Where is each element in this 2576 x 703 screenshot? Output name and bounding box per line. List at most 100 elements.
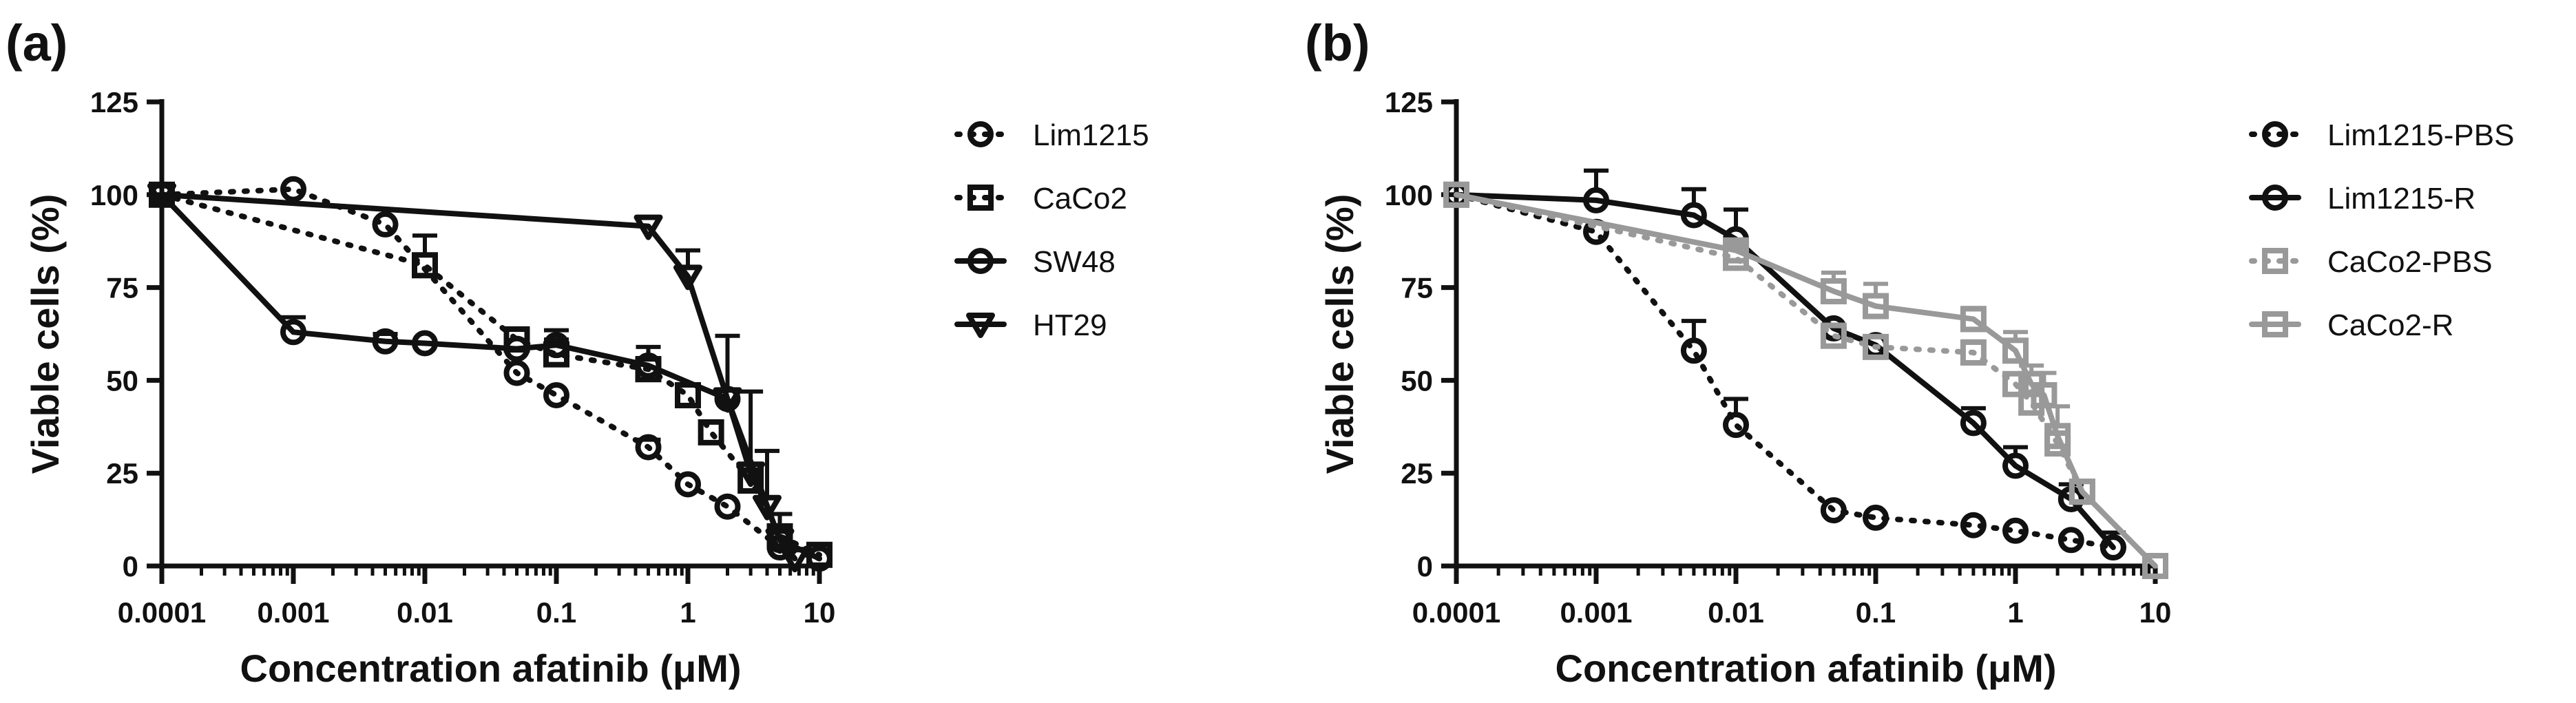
data-point <box>1820 322 1847 349</box>
y-tick-label: 25 <box>106 457 138 490</box>
x-tick-label: 0.0001 <box>118 596 206 629</box>
legend-entry: CaCo2-R <box>2249 308 2453 342</box>
x-tick-label: 0.0001 <box>1412 596 1500 629</box>
data-point <box>765 528 795 554</box>
data-point <box>2002 452 2029 479</box>
y-tick-label: 75 <box>106 272 138 304</box>
legend-entry: SW48 <box>954 245 1116 279</box>
y-axis-title: Viable cells (%) <box>1318 194 1361 474</box>
x-tick-label: 10 <box>804 596 836 629</box>
data-point <box>1443 181 1469 208</box>
y-tick-label: 0 <box>1417 550 1433 583</box>
data-point <box>806 545 833 572</box>
data-point <box>635 434 662 461</box>
legend-entry: Lim1215-PBS <box>2249 118 2514 152</box>
data-point <box>2099 534 2126 561</box>
y-tick-label: 25 <box>1401 457 1433 490</box>
legend-label: HT29 <box>1033 308 1107 342</box>
data-point <box>1960 339 1987 366</box>
x-tick-label: 0.1 <box>536 596 576 629</box>
data-point <box>372 211 399 238</box>
data-point <box>635 352 662 379</box>
series-line <box>1454 191 2116 551</box>
panel-b-label: (b) <box>1305 14 1370 72</box>
series-line <box>1454 191 2158 569</box>
data-point <box>1863 504 1889 531</box>
y-tick-label: 125 <box>90 86 138 118</box>
data-point <box>372 328 399 355</box>
legend-label: CaCo2-R <box>2327 308 2453 342</box>
data-point <box>736 461 766 487</box>
data-point <box>675 471 701 498</box>
y-axis-title: Viable cells (%) <box>23 194 67 474</box>
series-caco2-pbs <box>1443 181 2168 579</box>
data-point <box>2142 553 2168 579</box>
data-point <box>1960 306 1987 333</box>
data-point <box>713 387 742 413</box>
x-axis-title: Concentration afatinib (μM) <box>1556 647 2057 690</box>
y-tick-label: 50 <box>1401 364 1433 397</box>
data-point <box>2069 479 2095 505</box>
legend-swatch-marker <box>967 185 994 211</box>
data-point <box>412 330 438 357</box>
data-point <box>280 176 306 202</box>
data-point <box>1680 337 1707 364</box>
y-tick-label: 0 <box>123 550 138 583</box>
data-point <box>2031 381 2057 408</box>
data-point <box>543 381 569 408</box>
data-point <box>2002 337 2029 364</box>
y-tick-label: 50 <box>106 364 138 397</box>
x-tick-label: 1 <box>680 596 695 629</box>
x-tick-label: 10 <box>2139 596 2172 629</box>
data-point <box>698 419 724 445</box>
data-point <box>280 319 306 346</box>
data-point <box>2044 423 2071 450</box>
series-caco2-r <box>1443 181 2168 579</box>
x-tick-label: 0.001 <box>257 596 329 629</box>
data-point <box>1583 187 1609 213</box>
x-axis-title: Concentration afatinib (μM) <box>240 647 742 690</box>
data-point <box>503 335 530 362</box>
data-point <box>1820 497 1847 524</box>
data-point <box>2002 370 2029 397</box>
data-point <box>752 494 782 521</box>
x-tick-label: 0.01 <box>397 596 453 629</box>
data-point <box>1723 237 1749 264</box>
series-sw48 <box>149 181 833 572</box>
series-line <box>1454 191 2158 569</box>
data-point <box>412 252 438 279</box>
x-tick-label: 0.01 <box>1708 596 1764 629</box>
data-point <box>714 493 741 520</box>
data-point <box>1863 293 1889 319</box>
y-tick-label: 125 <box>1385 86 1433 118</box>
data-point <box>147 182 176 209</box>
legend-label: Lim1215-PBS <box>2327 118 2514 152</box>
legend-swatch-marker <box>2262 248 2288 274</box>
legend-label: Lim1215-R <box>2327 182 2475 216</box>
panel-a-label: (a) <box>6 14 67 72</box>
data-point <box>2057 527 2084 554</box>
legend-label: Lim1215 <box>1033 118 1149 152</box>
data-point <box>1680 202 1707 229</box>
legend-swatch-marker <box>2262 121 2288 147</box>
series-line <box>159 191 822 558</box>
legend-label: CaCo2-PBS <box>2327 245 2493 279</box>
series-ht29 <box>147 182 810 573</box>
data-point <box>543 332 569 359</box>
panel-a-chart: (a) 0 25 50 75 100 125 0.0001 0.001 0.01 0.1 1 10 Con… <box>6 14 1149 690</box>
data-point <box>503 359 530 386</box>
legend-swatch-marker <box>966 313 995 338</box>
legend-swatch-marker <box>2262 311 2288 337</box>
data-point <box>1820 277 1847 304</box>
legend-entry: Lim1215 <box>954 118 1149 152</box>
x-tick-label: 1 <box>2007 596 2023 629</box>
y-tick-label: 100 <box>90 179 138 211</box>
data-point <box>780 547 810 573</box>
legend-entry: CaCo2 <box>954 182 1127 216</box>
legend-label: CaCo2 <box>1033 182 1127 216</box>
series-line <box>159 191 822 562</box>
data-point <box>2002 517 2029 544</box>
y-tick-label: 100 <box>1385 179 1433 211</box>
legend-swatch-marker <box>967 121 994 147</box>
